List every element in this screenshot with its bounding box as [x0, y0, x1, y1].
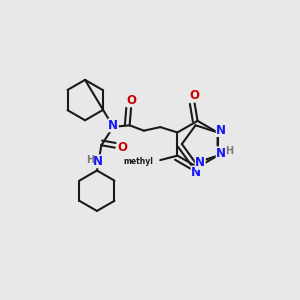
Text: H: H: [86, 154, 94, 164]
Text: methyl: methyl: [124, 157, 154, 166]
Text: O: O: [118, 141, 128, 154]
Text: N: N: [216, 124, 226, 136]
Text: H: H: [225, 146, 233, 156]
Text: N: N: [93, 155, 103, 168]
Text: N: N: [191, 166, 201, 179]
Text: N: N: [195, 156, 205, 169]
Text: N: N: [108, 119, 118, 132]
Text: O: O: [190, 89, 200, 102]
Text: O: O: [126, 94, 136, 107]
Text: N: N: [216, 147, 226, 160]
